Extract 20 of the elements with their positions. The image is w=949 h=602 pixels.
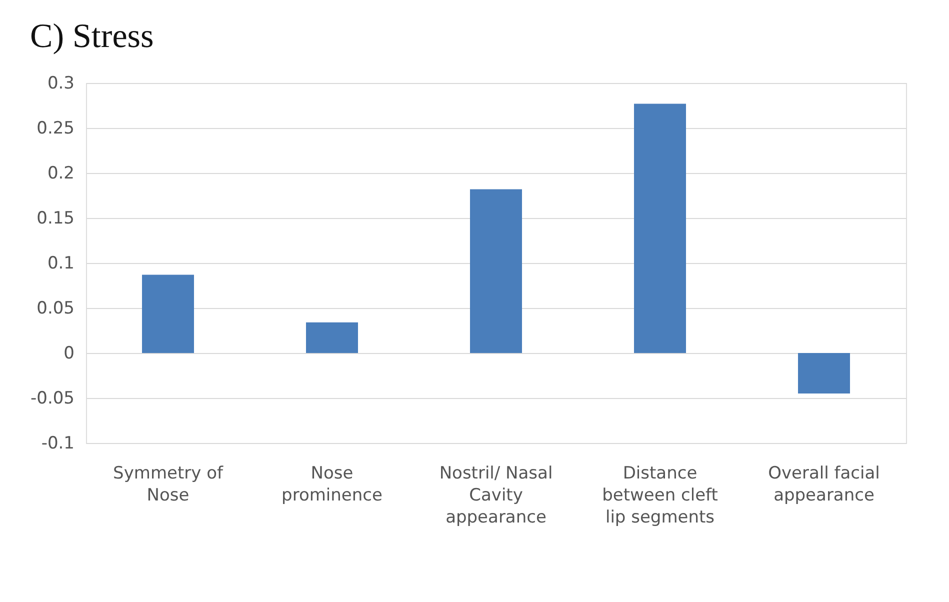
bar	[142, 274, 194, 353]
y-tick-label: -0.05	[30, 388, 74, 408]
bar	[798, 353, 850, 394]
bar	[306, 322, 358, 353]
x-tick-label: Distance between cleft lip segments	[602, 464, 718, 528]
y-tick-label: 0.3	[47, 74, 74, 94]
y-tick-label: 0	[64, 344, 74, 364]
chart-title: C) Stress	[30, 18, 154, 55]
y-tick-label: 0.25	[36, 118, 74, 138]
x-tick-label: Nostril/ Nasal Cavity appearance	[439, 464, 553, 528]
y-tick-label: 0.1	[47, 254, 74, 274]
x-tick-label: Overall facial appearance	[768, 464, 880, 506]
y-tick-label: 0.2	[47, 164, 74, 184]
x-tick-label: Symmetry of Nose	[113, 464, 224, 506]
bar	[470, 189, 522, 353]
x-tick-label: Nose prominence	[282, 464, 382, 506]
y-tick-label: -0.1	[41, 434, 74, 454]
y-tick-label: 0.05	[36, 298, 74, 318]
y-tick-label: 0.15	[36, 208, 74, 228]
bar	[634, 104, 686, 353]
